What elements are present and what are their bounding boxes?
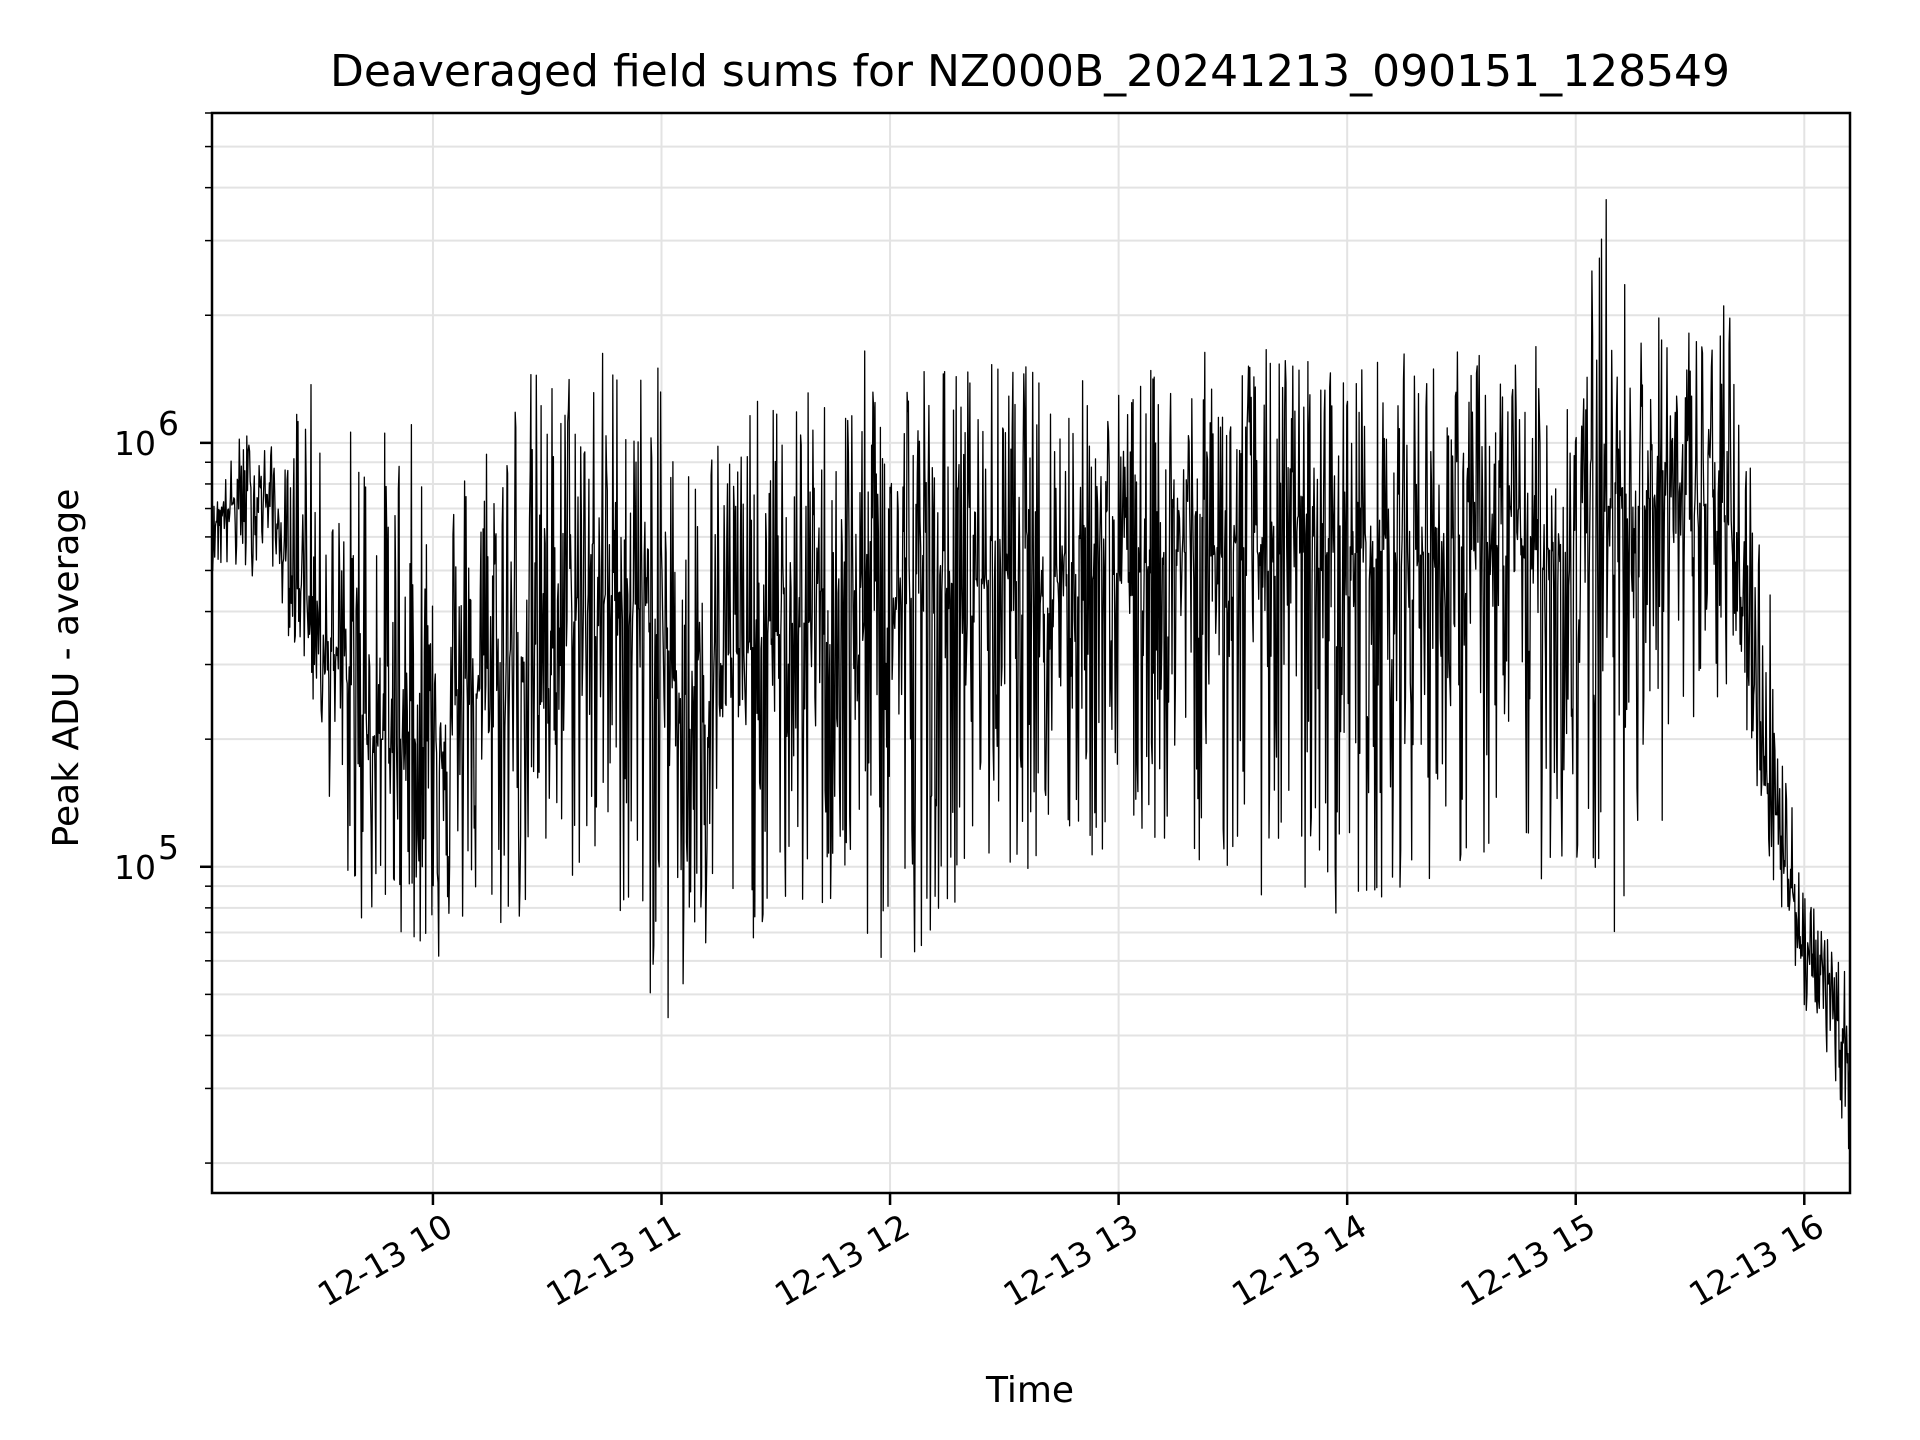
chart-title: Deaveraged field sums for NZ000B_2024121… — [330, 46, 1730, 97]
y-tick-label-exponent: 6 — [158, 404, 179, 443]
y-tick-label: 10 — [114, 848, 156, 887]
y-axis-label: Peak ADU - average — [46, 489, 87, 848]
x-axis-label: Time — [985, 1370, 1074, 1411]
plot-frame — [210, 111, 1852, 1195]
series-line — [211, 199, 1851, 1150]
y-tick-label-exponent: 5 — [158, 828, 179, 867]
y-tick-label: 10 — [114, 424, 156, 463]
series-layer — [211, 199, 1851, 1150]
major-gridlines — [212, 113, 1850, 1193]
